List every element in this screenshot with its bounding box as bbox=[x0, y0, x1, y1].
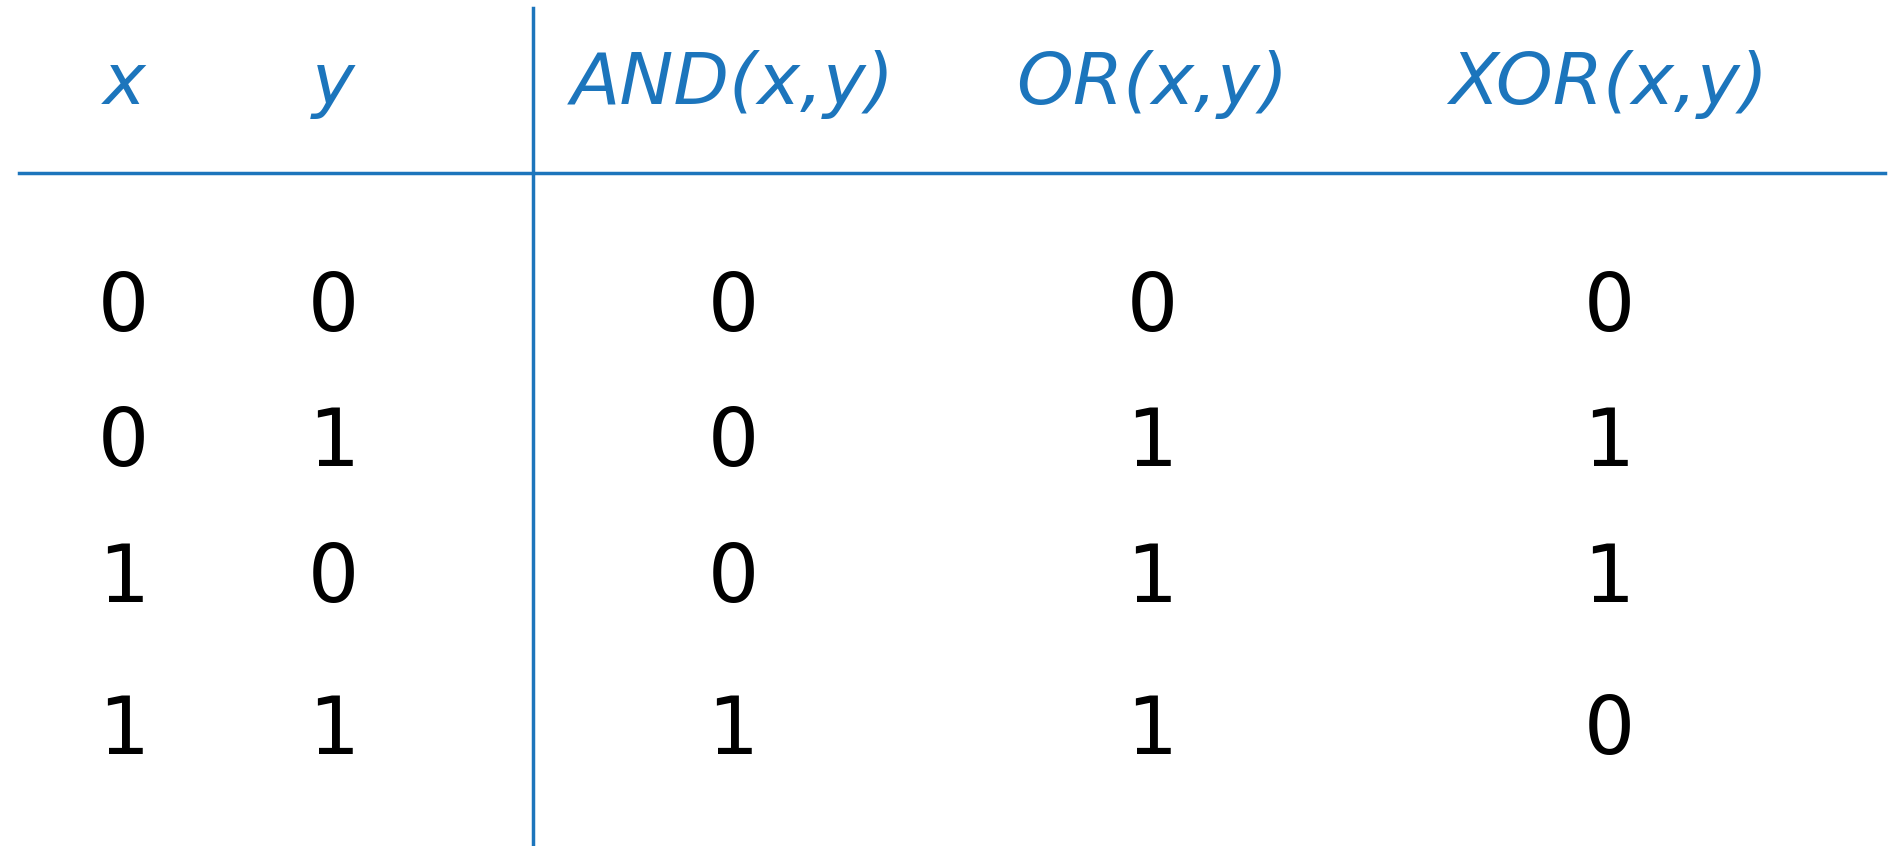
Text: 1: 1 bbox=[708, 693, 758, 771]
Text: 1: 1 bbox=[99, 693, 149, 771]
Text: 0: 0 bbox=[308, 270, 358, 348]
Text: 1: 1 bbox=[1127, 693, 1177, 771]
Text: 1: 1 bbox=[1127, 405, 1177, 483]
Text: 0: 0 bbox=[1584, 693, 1634, 771]
Text: 0: 0 bbox=[1584, 270, 1634, 348]
Text: OR(x,y): OR(x,y) bbox=[1017, 50, 1287, 119]
Text: 1: 1 bbox=[99, 541, 149, 618]
Text: 0: 0 bbox=[308, 541, 358, 618]
Text: AND(x,y): AND(x,y) bbox=[571, 50, 895, 119]
Text: 0: 0 bbox=[1127, 270, 1177, 348]
Text: x: x bbox=[103, 50, 145, 119]
Text: XOR(x,y): XOR(x,y) bbox=[1449, 50, 1769, 119]
Text: y: y bbox=[312, 50, 354, 119]
Text: 0: 0 bbox=[708, 270, 758, 348]
Text: 1: 1 bbox=[308, 405, 358, 483]
Text: 0: 0 bbox=[99, 270, 149, 348]
Text: 1: 1 bbox=[1584, 405, 1634, 483]
Text: 1: 1 bbox=[308, 693, 358, 771]
Text: 0: 0 bbox=[99, 405, 149, 483]
Text: 1: 1 bbox=[1584, 541, 1634, 618]
Text: 1: 1 bbox=[1127, 541, 1177, 618]
Text: 0: 0 bbox=[708, 405, 758, 483]
Text: 0: 0 bbox=[708, 541, 758, 618]
